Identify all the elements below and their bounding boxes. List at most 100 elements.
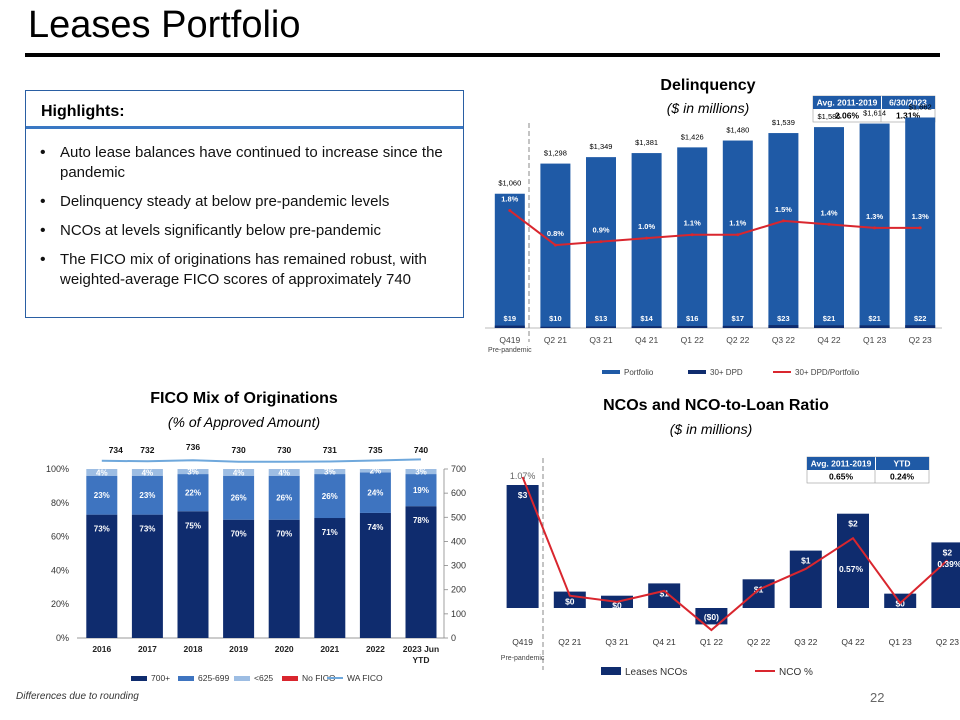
fico-x-tick: 2017 bbox=[138, 644, 157, 654]
delinquency-x-tick: Q419 bbox=[499, 335, 520, 345]
fico-bar-segment-2 bbox=[223, 469, 255, 476]
delinquency-subtitle: ($ in millions) bbox=[667, 100, 749, 116]
portfolio-bar-label: $1,060 bbox=[498, 179, 521, 188]
fico-x-tick: YTD bbox=[413, 655, 430, 665]
dpd-bar-label: $22 bbox=[914, 314, 927, 323]
nco-table-value: 0.65% bbox=[829, 472, 854, 482]
delinquency-table-header: 6/30/2023 bbox=[889, 98, 927, 108]
nco-bar bbox=[553, 591, 586, 608]
fico-segment-label: 4% bbox=[142, 468, 154, 477]
fico-x-tick: 2023 Jun bbox=[403, 644, 439, 654]
portfolio-bar-label: $1,539 bbox=[772, 118, 795, 127]
fico-bar-segment-1 bbox=[359, 472, 391, 513]
dpd-bar-label: $17 bbox=[732, 314, 745, 323]
fico-wa-label: 732 bbox=[140, 445, 154, 455]
portfolio-bar-label: $1,586 bbox=[818, 112, 841, 121]
nco-x-tick: Q2 23 bbox=[936, 637, 959, 647]
delinquency-title: Delinquency bbox=[660, 77, 755, 94]
delinquency-legend-label: 30+ DPD/Portfolio bbox=[795, 368, 860, 377]
fico-wa-label: 735 bbox=[368, 445, 382, 455]
delinquency-legend-label: 30+ DPD bbox=[710, 368, 743, 377]
fico-segment-label: 70% bbox=[231, 530, 247, 539]
fico-segment-label: 22% bbox=[185, 489, 201, 498]
fico-wa-label: 736 bbox=[186, 442, 200, 452]
fico-title: FICO Mix of Originations bbox=[150, 390, 338, 407]
fico-x-tick: 2022 bbox=[366, 644, 385, 654]
dpd-bar-label: $16 bbox=[686, 314, 699, 323]
dpd-bar bbox=[905, 325, 936, 328]
fico-bar-segment-1 bbox=[314, 474, 346, 519]
dpd-bar-label: $23 bbox=[777, 314, 790, 323]
portfolio-bar bbox=[677, 147, 708, 328]
fico-bar-segment-1 bbox=[86, 475, 118, 515]
nco-legend-swatch bbox=[601, 667, 621, 675]
portfolio-bar-label: $1,349 bbox=[590, 142, 613, 151]
fico-y-tick: 40% bbox=[51, 565, 69, 575]
delinquency-x-tick: Q4 22 bbox=[817, 335, 840, 345]
dpd-bar bbox=[768, 325, 799, 328]
highlight-item: Delinquency steady at below pre-pandemic… bbox=[38, 192, 455, 212]
highlights-header: Highlights: bbox=[26, 91, 463, 129]
fico-legend-label: WA FICO bbox=[347, 673, 383, 683]
delinquency-table-head-cell bbox=[882, 96, 935, 109]
delinquency-rate-line bbox=[509, 209, 921, 247]
fico-segment-label: 3% bbox=[187, 468, 199, 477]
delinquency-rate-label: 1.4% bbox=[820, 208, 837, 217]
nco-bar bbox=[837, 513, 869, 608]
dpd-bar bbox=[814, 325, 844, 328]
nco-legend-label: NCO % bbox=[779, 667, 813, 678]
fico-bar-segment-0 bbox=[86, 514, 118, 638]
nco-x-tick: Q2 22 bbox=[747, 637, 770, 647]
dpd-bar-label: $13 bbox=[595, 314, 608, 323]
nco-bar bbox=[884, 593, 917, 608]
delinquency-legend-swatch bbox=[688, 370, 706, 374]
fico-y-tick: 20% bbox=[51, 599, 69, 609]
fico-bar-segment-0 bbox=[405, 506, 437, 638]
fico-y2-tick: 600 bbox=[451, 488, 466, 498]
portfolio-bar-label: $1,298 bbox=[544, 149, 567, 158]
fico-legend-label: 700+ bbox=[151, 673, 170, 683]
dpd-bar-label: $21 bbox=[868, 314, 881, 323]
dpd-bar-label: $14 bbox=[640, 314, 653, 323]
fico-y2-tick: 0 bbox=[451, 633, 456, 643]
delinquency-table-head-cell bbox=[813, 96, 881, 109]
delinquency-rate-point bbox=[918, 226, 922, 230]
fico-y2-tick: 500 bbox=[451, 512, 466, 522]
nco-x-tick: Q3 21 bbox=[605, 637, 628, 647]
portfolio-bar-label: $1,614 bbox=[863, 109, 886, 118]
highlight-item: Auto lease balances have continued to in… bbox=[38, 143, 455, 183]
delinquency-rate-point bbox=[736, 233, 740, 237]
nco-table-head-cell bbox=[807, 457, 875, 470]
highlight-item: The FICO mix of originations has remaine… bbox=[38, 250, 455, 290]
fico-segment-label: 75% bbox=[185, 521, 201, 530]
nco-bar bbox=[695, 608, 728, 625]
delinquency-rate-label: 1.0% bbox=[638, 222, 655, 231]
delinquency-x-tick: Q2 23 bbox=[909, 335, 932, 345]
delinquency-rate-label: 0.8% bbox=[547, 229, 564, 238]
nco-bar bbox=[931, 542, 960, 608]
portfolio-bar bbox=[494, 193, 525, 328]
dpd-bar-label: $21 bbox=[823, 314, 836, 323]
fico-legend-label: No FICO bbox=[302, 673, 336, 683]
fico-x-tick: 2018 bbox=[184, 644, 203, 654]
nco-bar-label: $0 bbox=[565, 597, 575, 607]
delinquency-rate-label: 1.3% bbox=[912, 212, 929, 221]
nco-x-tick: Q4 22 bbox=[841, 637, 864, 647]
nco-x-tick: Q3 22 bbox=[794, 637, 817, 647]
delinquency-rate-label: 1.1% bbox=[729, 219, 746, 228]
fico-bar-segment-2 bbox=[314, 469, 346, 475]
fico-segment-label: 24% bbox=[367, 489, 383, 498]
fico-y-tick: 60% bbox=[51, 532, 69, 542]
nco-bar-label: $1 bbox=[659, 588, 669, 598]
nco-x-tick: Q419 bbox=[512, 637, 533, 647]
delinquency-rate-point bbox=[508, 209, 512, 213]
delinquency-table-value: 1.31% bbox=[896, 111, 921, 121]
page-title: Leases Portfolio bbox=[28, 4, 301, 46]
delinquency-x-tick: Q3 22 bbox=[772, 335, 795, 345]
fico-bar-segment-0 bbox=[131, 514, 163, 638]
fico-segment-label: 73% bbox=[139, 525, 155, 534]
fico-wa-line bbox=[101, 458, 422, 463]
dpd-bar bbox=[722, 325, 753, 328]
fico-legend-swatch bbox=[131, 676, 147, 681]
